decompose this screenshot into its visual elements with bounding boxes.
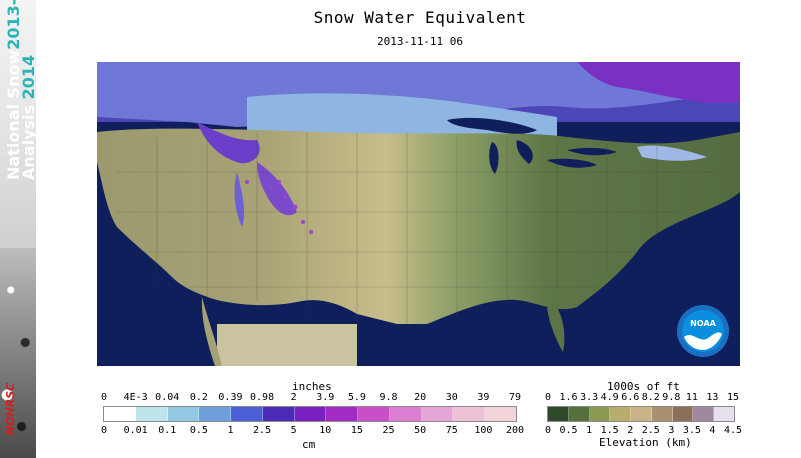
swe_legend-swatch	[104, 407, 136, 421]
elev_legend-swatch	[693, 407, 715, 421]
swe_legend-swatch	[453, 407, 486, 421]
elev_legend-swatch	[610, 407, 632, 421]
elev_legend-swatch	[714, 407, 735, 421]
elev_legend-bottom-label: 4	[709, 425, 716, 436]
swe_legend-top-label: 39	[477, 392, 490, 403]
swe_legend-top-label: 5.9	[347, 392, 366, 403]
elev_legend-bottom-label: 0.5	[559, 425, 578, 436]
swe-color-bar	[103, 406, 517, 422]
swe_legend-top-label: 0.04	[155, 392, 180, 403]
swe-bottom-labels: 0 0.01 0.1 0.5 1 2.5 5 10 15 25 50 75 100 200	[0, 425, 801, 439]
swe_legend-top-label: 2	[290, 392, 297, 403]
elev_legend-top-label: 6.6	[621, 392, 640, 403]
swe_legend-swatch	[199, 407, 232, 421]
elev_legend-bottom-label: 3	[668, 425, 675, 436]
page-title: Snow Water Equivalent	[313, 8, 527, 27]
elev_legend-bottom-label: 1.5	[600, 425, 619, 436]
swe_legend-bottom-label: 2.5	[253, 425, 272, 436]
swe_legend-swatch	[421, 407, 454, 421]
swe_legend-swatch	[485, 407, 516, 421]
banner-title-line2: Analysis 2014	[19, 54, 38, 180]
swe_legend-top-label: 0.39	[218, 392, 243, 403]
swe_legend-bottom-label: 100	[474, 425, 493, 436]
elev_legend-top-label: 8.2	[641, 392, 660, 403]
elev_legend-top-label: 0	[544, 392, 552, 403]
swe_legend-swatch	[294, 407, 327, 421]
swe_legend-top-label: 4E-3	[123, 392, 148, 403]
swe_legend-swatch	[326, 407, 359, 421]
swe_legend-top-label: 3.9	[316, 392, 335, 403]
swe_legend-swatch	[167, 407, 200, 421]
swe_legend-top-label: 20	[414, 392, 427, 403]
swe_legend-bottom-label: 0.1	[158, 425, 177, 436]
swe_legend-bottom-label: 5	[290, 425, 297, 436]
elev-top-unit: 1000s of ft	[607, 380, 680, 393]
elev_legend-top-label: 1.6	[559, 392, 578, 403]
elev_legend-swatch	[651, 407, 673, 421]
noaa-logo-text: NOAA	[690, 319, 716, 328]
elev-color-bar	[547, 406, 735, 422]
swe_legend-swatch	[262, 407, 295, 421]
elev-bottom-labels: 0 0.5 1 1.5 2 2.5 3 3.5 4 4.5	[0, 425, 801, 439]
swe_legend-top-label: 0.2	[189, 392, 208, 403]
elev_legend-bottom-label: 3.5	[682, 425, 701, 436]
elev_legend-top-label: 9.8	[662, 392, 681, 403]
swe_legend-bottom-label: 50	[414, 425, 427, 436]
swe-top-unit: inches	[292, 380, 332, 393]
swe_legend-swatch	[231, 407, 263, 421]
swe_legend-swatch	[358, 407, 390, 421]
swe_legend-bottom-label: 0	[100, 425, 108, 436]
elev_legend-bottom-label: 1	[586, 425, 593, 436]
elev_legend-top-label: 11	[685, 392, 698, 403]
elev_legend-top-label: 4.9	[600, 392, 619, 403]
side-banner	[0, 0, 36, 458]
swe_legend-top-label: 9.8	[379, 392, 398, 403]
swe_legend-bottom-label: 200	[505, 425, 525, 436]
banner-texture	[0, 248, 36, 458]
elev_legend-bottom-label: 2	[627, 425, 634, 436]
elev_legend-swatch	[631, 407, 652, 421]
elev_legend-top-label: 3.3	[580, 392, 599, 403]
swe_legend-bottom-label: 10	[319, 425, 332, 436]
swe_legend-top-label: 0	[100, 392, 108, 403]
swe_legend-swatch	[135, 407, 168, 421]
map-graphic	[97, 62, 740, 366]
elev_legend-bottom-label: 2.5	[641, 425, 660, 436]
swe_legend-bottom-label: 1	[227, 425, 234, 436]
elev_legend-swatch	[589, 407, 611, 421]
elev_legend-top-label: 15	[726, 392, 740, 403]
swe_legend-top-label: 79	[508, 392, 522, 403]
swe-bottom-unit: cm	[302, 438, 316, 451]
swe_legend-bottom-label: 25	[382, 425, 395, 436]
swe_legend-bottom-label: 75	[445, 425, 458, 436]
swe_legend-bottom-label: 0.01	[123, 425, 148, 436]
swe_legend-bottom-label: 0.5	[189, 425, 208, 436]
timestamp: 2013-11-11 06	[376, 35, 464, 48]
elev_legend-swatch	[672, 407, 694, 421]
elev_legend-bottom-label: 4.5	[723, 425, 743, 436]
swe_legend-bottom-label: 15	[350, 425, 363, 436]
snow-map	[97, 62, 740, 366]
swe_legend-swatch	[389, 407, 422, 421]
noaa-logo: NOAA	[677, 305, 729, 357]
elev_legend-swatch	[568, 407, 590, 421]
elev_legend-top-label: 13	[706, 392, 719, 403]
swe_legend-top-label: 0.98	[250, 392, 275, 403]
elev-bottom-unit: Elevation (km)	[599, 436, 692, 449]
elev_legend-swatch	[548, 407, 569, 421]
elev_legend-bottom-label: 0	[544, 425, 552, 436]
swe-top-labels: 0 4E-3 0.04 0.2 0.39 0.98 2 3.9 5.9 9.8 20 30 39 79	[0, 392, 801, 406]
elev-top-labels: 0 1.6 3.3 4.9 6.6 8.2 9.8 11 13 15	[0, 392, 801, 406]
swe_legend-top-label: 30	[445, 392, 458, 403]
